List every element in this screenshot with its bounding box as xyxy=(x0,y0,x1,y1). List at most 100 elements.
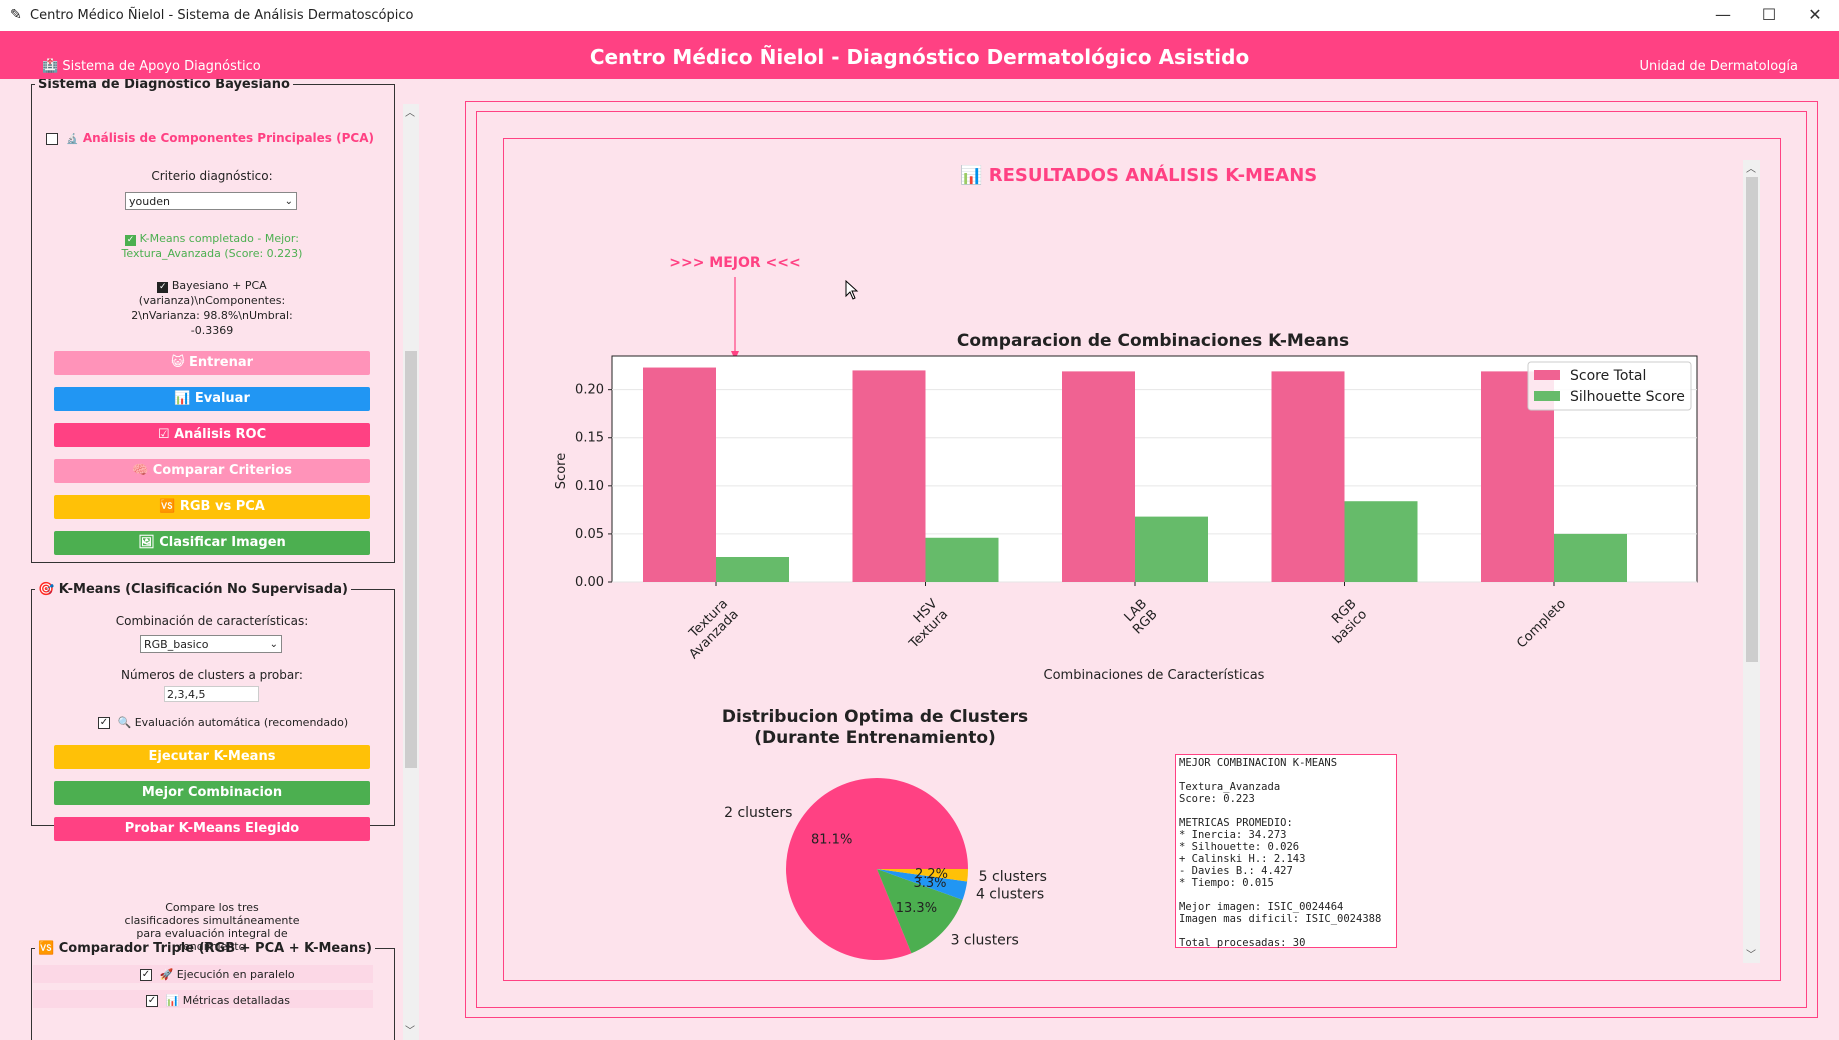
y-tick-label: 0.05 xyxy=(575,527,604,542)
criterio-value: youden xyxy=(129,195,170,208)
app-header: 🏥 Sistema de Apoyo Diagnóstico Centro Mé… xyxy=(0,31,1839,79)
x-tick-label: Completo xyxy=(1514,596,1569,651)
paralelo-checkbox[interactable]: ✓ xyxy=(140,969,152,981)
pie-slice xyxy=(877,869,968,900)
pie-label: 5 clusters xyxy=(979,869,1047,885)
scroll-down-icon[interactable]: ﹀ xyxy=(405,1026,415,1037)
x-tick-label-line: Completo xyxy=(1514,596,1569,651)
mejor-combinacion-button[interactable]: Mejor Combinacion xyxy=(54,781,370,805)
legend-label: Silhouette Score xyxy=(1570,389,1685,405)
criterio-select[interactable]: youden ⌄ xyxy=(125,192,297,210)
x-tick-label: RGBbasico xyxy=(1319,596,1370,647)
results-scrollbar-thumb[interactable] xyxy=(1746,177,1758,662)
minimize-button[interactable]: — xyxy=(1715,5,1731,24)
pca-icon: 🔬 xyxy=(66,134,79,145)
window-titlebar: ✎ Centro Médico Ñielol - Sistema de Anál… xyxy=(0,0,1839,32)
x-tick-label: HSVTextura xyxy=(895,596,951,652)
mouse-cursor-icon xyxy=(845,280,859,300)
pca-option[interactable]: 🔬 Análisis de Componentes Principales (P… xyxy=(46,131,374,145)
hospital-icon: 🏥 xyxy=(42,59,59,74)
legend-swatch xyxy=(1534,370,1560,380)
chevron-down-icon: ⌄ xyxy=(269,639,278,650)
comb-value: RGB_basico xyxy=(144,638,209,651)
maximize-button[interactable]: ☐ xyxy=(1761,5,1777,24)
triple-legend: 🆚 Comparador Triple (RGB + PCA + K-Means… xyxy=(35,941,375,956)
x-tick-label: TexturaAvanzada xyxy=(676,596,742,662)
triple-legend-label: Comparador Triple (RGB + PCA + K-Means) xyxy=(58,941,372,956)
clasificar-button[interactable]: 🖼 Clasificar Imagen xyxy=(54,531,370,555)
silhouette-bar xyxy=(1344,501,1418,582)
auto-eval-checkbox[interactable]: ✓ xyxy=(98,717,110,729)
search-icon: 🔍 xyxy=(117,716,132,729)
triple-desc-line: rendimiento xyxy=(178,940,246,953)
probar-kmeans-button[interactable]: Probar K-Means Elegido xyxy=(54,817,370,841)
clasificar-label: Clasificar Imagen xyxy=(159,535,286,550)
auto-eval-option[interactable]: ✓ 🔍 Evaluación automática (recomendado) xyxy=(98,716,348,729)
bayes-status-line: 2\nVarianza: 98.8%\nUmbral: xyxy=(131,309,293,322)
comb-select[interactable]: RGB_basico ⌄ xyxy=(140,635,282,653)
metricas-row xyxy=(33,990,373,1008)
bar-chart-ylabel: Score xyxy=(554,453,569,489)
silhouette-bar xyxy=(1554,533,1627,582)
metricas-checkbox[interactable]: ✓ xyxy=(146,995,158,1007)
paralelo-row xyxy=(33,965,373,983)
silhouette-bar xyxy=(1135,516,1208,582)
kmeans-legend: 🎯 K-Means (Clasificación No Supervisada) xyxy=(35,582,351,597)
scroll-up-icon[interactable]: ︿ xyxy=(405,108,415,119)
bayes-legend: Sistema de Diagnóstico Bayesiano xyxy=(38,79,290,92)
pie-label: 2 clusters xyxy=(724,805,792,821)
entrenar-button[interactable]: 😺 Entrenar xyxy=(54,351,370,375)
pie-slice xyxy=(877,869,968,882)
silhouette-bar xyxy=(716,556,789,582)
triple-desc-line: clasificadores simultáneamente xyxy=(124,914,300,927)
chart-icon: 📊 xyxy=(165,994,180,1007)
pie-chart-subtitle: (Durante Entrenamiento) xyxy=(754,728,996,748)
y-tick-label: 0.20 xyxy=(575,383,604,398)
pie-pct-label: 2.2% xyxy=(915,867,948,882)
header-right: Unidad de Dermatología xyxy=(1639,59,1798,74)
close-button[interactable]: ✕ xyxy=(1808,5,1822,24)
clusters-input[interactable]: 2,3,4,5 xyxy=(164,686,259,702)
roc-button[interactable]: ☑ Análisis ROC xyxy=(54,423,370,447)
scroll-up-icon[interactable]: ︿ xyxy=(1746,164,1756,175)
clusters-label: Números de clusters a probar: xyxy=(121,668,303,682)
pie-pct-label: 81.1% xyxy=(811,833,852,848)
bar-chart-plot: 0.00 0.05 0.10 0.15 0.20 TexturaAvanzada HSVTe… xyxy=(575,355,1698,662)
rgbpca-label: RGB vs PCA xyxy=(179,499,265,514)
pca-checkbox[interactable] xyxy=(46,132,58,145)
window-title: Centro Médico Ñielol - Sistema de Anális… xyxy=(30,8,414,23)
check-icon: ✓ xyxy=(125,235,137,246)
left-scrollbar[interactable]: ︿ ﹀ xyxy=(403,104,419,1040)
triple-desc-line: Compare los tres xyxy=(165,901,259,914)
score-total-bar xyxy=(643,367,716,582)
pie-chart-title: Distribucion Optima de Clusters xyxy=(722,707,1028,727)
pie-label: 4 clusters xyxy=(976,886,1044,902)
triple-desc-line: para evaluación integral de xyxy=(136,927,288,940)
auto-eval-label: Evaluación automática (recomendado) xyxy=(134,716,349,729)
kmeans-status: ✓ K-Means completado - Mejor: Textura_Av… xyxy=(31,231,393,261)
kmeans-legend-label: K-Means (Clasificación No Supervisada) xyxy=(58,582,348,597)
entrenar-label: Entrenar xyxy=(189,355,254,370)
paralelo-option[interactable]: ✓ 🚀 Ejecución en paralelo xyxy=(140,968,295,981)
chevron-down-icon: ⌄ xyxy=(284,196,293,207)
results-scrollbar[interactable]: ︿ ﹀ xyxy=(1743,160,1760,963)
left-panel: Sistema de Diagnóstico Bayesiano 🔬 Análi… xyxy=(0,79,420,1040)
bar-chart-icon: 📊 xyxy=(960,165,983,186)
rgb-vs-pca-button[interactable]: 🆚 RGB vs PCA xyxy=(54,495,370,519)
header-title: Centro Médico Ñielol - Diagnóstico Derma… xyxy=(589,45,1250,69)
scroll-down-icon[interactable]: ﹀ xyxy=(1746,950,1756,961)
left-scrollbar-thumb[interactable] xyxy=(405,351,417,768)
metricas-option[interactable]: ✓ 📊 Métricas detalladas xyxy=(146,994,290,1007)
bayes-status-line: Bayesiano + PCA xyxy=(171,279,267,292)
ejecutar-kmeans-button[interactable]: Ejecutar K-Means xyxy=(54,745,370,769)
legend-label: Score Total xyxy=(1570,368,1646,384)
evaluar-button[interactable]: 📊 Evaluar xyxy=(54,387,370,411)
bar-chart-xlabel: Combinaciones de Características xyxy=(1044,668,1265,683)
bar-chart-title: Comparacion de Combinaciones K-Means xyxy=(957,331,1349,351)
pie-slice xyxy=(786,778,968,961)
bayes-status: ✓ Bayesiano + PCA (varianza)\nComponente… xyxy=(31,278,393,338)
bar-legend xyxy=(1527,361,1692,411)
metricas-label: Métricas detalladas xyxy=(182,994,290,1007)
comparar-criterios-button[interactable]: 🧠 Comparar Criterios xyxy=(54,459,370,483)
score-total-bar xyxy=(1062,371,1135,582)
